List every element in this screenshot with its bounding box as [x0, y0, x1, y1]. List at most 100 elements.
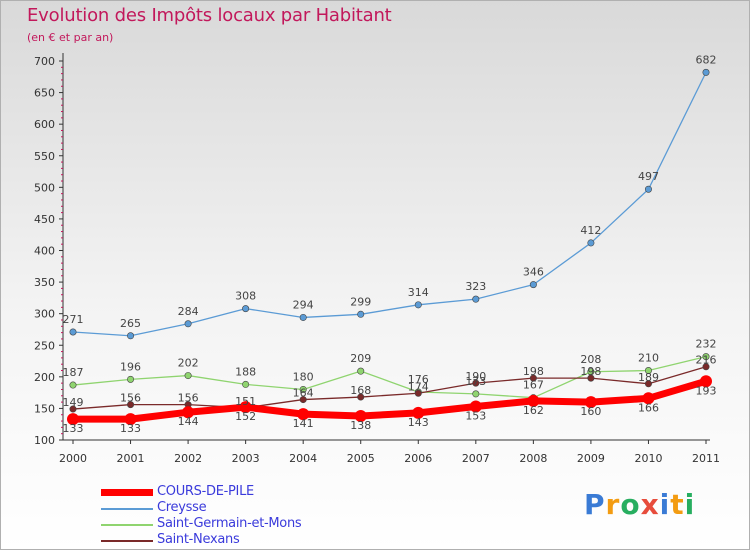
data-point	[472, 390, 480, 398]
series-line-saint-nexans	[72, 366, 707, 410]
x-tick-label: 2003	[232, 452, 260, 465]
data-point	[527, 394, 540, 407]
data-label: 168	[350, 384, 371, 397]
value-labels: 133 133 144 152 141 138 143 153 162 160 166 193 271 2…	[63, 53, 717, 435]
data-point	[702, 353, 710, 361]
data-point	[182, 406, 195, 419]
legend-label: Saint-Nexans	[157, 532, 240, 547]
y-tick-label: 150	[34, 402, 55, 415]
data-label: 187	[63, 366, 84, 379]
data-point	[184, 372, 192, 380]
data-point	[472, 379, 480, 387]
y-tick-label: 100	[34, 434, 55, 447]
data-point	[587, 239, 595, 247]
series-line-creysse	[72, 71, 707, 337]
data-label: 156	[120, 392, 141, 405]
data-label: 299	[350, 295, 371, 308]
data-point	[184, 320, 192, 328]
data-point	[354, 409, 367, 422]
data-label: 682	[696, 53, 717, 66]
data-label: 144	[178, 415, 199, 428]
data-label: 149	[63, 396, 84, 409]
data-point	[700, 375, 712, 388]
data-label: 208	[580, 353, 601, 366]
data-label: 143	[408, 416, 429, 429]
data-point	[412, 406, 425, 419]
data-label: 198	[580, 365, 601, 378]
data-label: 216	[696, 354, 717, 367]
data-point	[357, 393, 365, 401]
data-point	[644, 380, 652, 388]
y-tick-label: 650	[34, 87, 55, 100]
data-label: 167	[523, 379, 544, 392]
data-point	[587, 374, 595, 382]
data-label: 133	[63, 422, 84, 435]
data-point	[642, 392, 655, 405]
x-tick-label: 2011	[692, 452, 720, 465]
legend-swatch	[101, 540, 153, 542]
data-label: 174	[408, 380, 429, 393]
data-label: 294	[293, 298, 314, 311]
data-label: 193	[696, 384, 717, 397]
data-label: 180	[293, 370, 314, 383]
data-label: 232	[696, 338, 717, 351]
data-label: 162	[523, 404, 544, 417]
data-point	[644, 185, 652, 193]
data-label: 202	[178, 357, 199, 370]
data-label: 138	[350, 419, 371, 432]
data-label: 153	[465, 410, 486, 423]
x-tick-label: 2000	[59, 452, 87, 465]
data-label: 176	[408, 373, 429, 386]
proxiti-logo: Proxiti	[584, 488, 696, 521]
data-label: 173	[465, 375, 486, 388]
chart-title: Evolution des Impôts locaux par Habitant	[27, 5, 392, 26]
y-tick-label: 200	[34, 371, 55, 384]
data-point	[127, 401, 135, 409]
data-point	[124, 413, 137, 426]
data-point	[69, 328, 77, 336]
data-point	[69, 381, 77, 389]
data-label: 133	[120, 422, 141, 435]
x-tick-label: 2001	[117, 452, 145, 465]
legend-label: Creysse	[157, 500, 207, 515]
data-point	[69, 405, 77, 413]
data-point	[297, 408, 310, 421]
data-label: 346	[523, 266, 544, 279]
y-tick-label: 350	[34, 276, 55, 289]
data-point	[299, 385, 307, 393]
data-point	[644, 367, 652, 375]
legend-label: COURS-DE-PILE	[157, 484, 254, 499]
data-label: 497	[638, 170, 659, 183]
series-lines	[69, 71, 710, 423]
data-label: 196	[120, 360, 141, 373]
series-line-cours-de-pile	[69, 377, 710, 423]
y-tick-label: 700	[34, 55, 55, 68]
y-tick-label: 600	[34, 118, 55, 131]
data-point	[299, 313, 307, 321]
legend-swatch	[101, 524, 153, 526]
series-line-saint-germain-et-mons	[72, 355, 707, 399]
data-label: 412	[580, 224, 601, 237]
data-label: 188	[235, 365, 256, 378]
data-point	[472, 295, 480, 303]
data-point	[584, 396, 597, 409]
legend-label: Saint-Germain-et-Mons	[157, 516, 302, 531]
data-label: 160	[580, 405, 601, 418]
y-tick-label: 500	[34, 181, 55, 194]
chart-subtitle: (en € et par an)	[27, 31, 114, 44]
data-point	[357, 367, 365, 375]
data-point	[414, 301, 422, 309]
x-tick-label: 2004	[289, 452, 317, 465]
x-tick-label: 2007	[462, 452, 490, 465]
data-label: 271	[63, 313, 84, 326]
data-label: 323	[465, 280, 486, 293]
x-tick-label: 2005	[347, 452, 375, 465]
data-label: 314	[408, 286, 429, 299]
data-label: 308	[235, 290, 256, 303]
data-point	[239, 401, 252, 414]
y-tick-label: 400	[34, 245, 55, 258]
y-tick-label: 550	[34, 150, 55, 163]
data-label: 156	[178, 392, 199, 405]
